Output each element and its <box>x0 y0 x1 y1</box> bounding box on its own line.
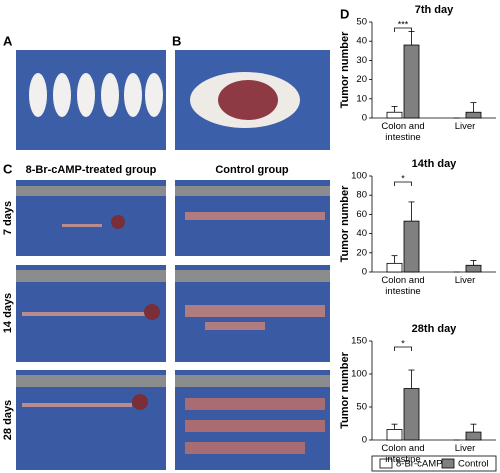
bar <box>465 264 482 273</box>
x-tick-label: Colon and intestine <box>381 443 425 465</box>
significance-mark: * <box>401 338 405 348</box>
y-tick-label: 40 <box>356 228 367 239</box>
y-tick-label: 0 <box>362 113 367 124</box>
bar <box>465 111 482 119</box>
y-tick-label: 10 <box>356 93 367 104</box>
y-tick-label: 20 <box>356 247 367 258</box>
bar <box>386 111 403 119</box>
y-tick-label: 30 <box>356 55 367 66</box>
significance-bracket <box>394 346 412 351</box>
legend-label: 8-Br-cAMP <box>396 459 442 470</box>
significance-mark: * <box>401 173 405 183</box>
y-axis-label: Tumor number <box>339 351 351 429</box>
y-tick-label: 100 <box>351 171 367 182</box>
chart-title: 28th day <box>412 323 458 335</box>
y-tick-label: 40 <box>356 36 367 47</box>
photo-c <box>16 180 330 470</box>
photo-b <box>175 50 330 150</box>
bar <box>386 262 403 273</box>
x-tick-label: Liver <box>454 275 476 286</box>
chart-title: 7th day <box>415 4 454 16</box>
group-heading: Control group <box>215 164 289 176</box>
row-label: 7 days <box>2 201 14 235</box>
bar <box>403 44 420 119</box>
row-label: 28 days <box>2 400 14 440</box>
y-tick-label: 50 <box>356 402 367 413</box>
legend-label: Control <box>458 459 489 470</box>
panel-label: B <box>172 33 181 48</box>
panel-label: D <box>340 6 349 21</box>
y-tick-label: 60 <box>356 209 367 220</box>
y-tick-label: 20 <box>356 74 367 85</box>
significance-mark: *** <box>398 19 409 29</box>
bar <box>465 431 482 441</box>
y-axis-label: Tumor number <box>339 31 351 109</box>
legend-frame <box>371 455 497 472</box>
y-tick-label: 150 <box>351 336 367 347</box>
x-tick-label: Colon and intestine <box>381 275 425 297</box>
chart-title: 14th day <box>412 158 458 170</box>
legend-swatch <box>441 458 455 469</box>
x-tick-label: Colon and intestine <box>381 121 425 143</box>
panel-label: C <box>3 161 13 176</box>
bar <box>403 220 420 273</box>
significance-bracket <box>394 27 412 32</box>
y-tick-label: 0 <box>362 435 367 446</box>
x-tick-label: Liver <box>454 121 476 132</box>
y-tick-label: 50 <box>356 17 367 28</box>
y-tick-label: 0 <box>362 267 367 278</box>
photo-a <box>16 50 166 150</box>
panel-label: A <box>3 33 13 48</box>
group-heading: 8-Br-cAMP-treated group <box>26 164 157 176</box>
significance-bracket <box>394 181 412 186</box>
bar <box>403 388 420 441</box>
y-tick-label: 100 <box>351 369 367 380</box>
y-tick-label: 80 <box>356 190 367 201</box>
y-axis-label: Tumor number <box>339 185 351 263</box>
x-tick-label: Liver <box>454 443 476 454</box>
bar <box>386 429 403 441</box>
row-label: 14 days <box>2 293 14 333</box>
legend-swatch <box>379 458 393 469</box>
